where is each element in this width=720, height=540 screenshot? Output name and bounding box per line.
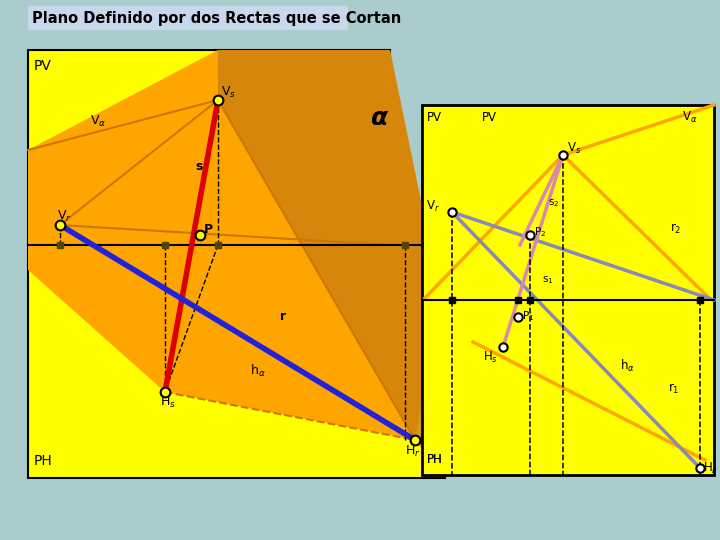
Text: h$_α$: h$_α$ xyxy=(620,358,635,374)
Text: PV: PV xyxy=(482,111,497,124)
Text: r$_2$: r$_2$ xyxy=(670,222,681,236)
Text: V$_α$: V$_α$ xyxy=(90,114,107,129)
Text: α: α xyxy=(370,106,387,130)
Text: s$_2$: s$_2$ xyxy=(548,197,559,209)
Text: h$_α$: h$_α$ xyxy=(250,363,266,379)
Text: P: P xyxy=(204,223,213,236)
Text: s: s xyxy=(195,160,202,173)
Text: H$_r$: H$_r$ xyxy=(703,461,718,476)
Text: V$_r$: V$_r$ xyxy=(426,199,440,214)
FancyBboxPatch shape xyxy=(28,6,348,30)
Text: V$_r$: V$_r$ xyxy=(57,209,72,224)
Polygon shape xyxy=(28,245,445,478)
Polygon shape xyxy=(218,50,445,478)
Text: PH: PH xyxy=(427,453,443,466)
Text: r$_1$: r$_1$ xyxy=(668,382,680,396)
Text: V$_α$: V$_α$ xyxy=(682,110,698,125)
Polygon shape xyxy=(28,50,445,440)
Text: H$_s$: H$_s$ xyxy=(483,350,498,365)
Text: V$_s$: V$_s$ xyxy=(567,141,581,156)
Text: H$_r$: H$_r$ xyxy=(405,444,420,459)
Text: PV: PV xyxy=(34,59,52,73)
Polygon shape xyxy=(28,50,390,245)
Text: PH: PH xyxy=(34,454,53,468)
Text: Plano Definido por dos Rectas que se Cortan: Plano Definido por dos Rectas que se Cor… xyxy=(32,10,401,25)
Text: PH: PH xyxy=(427,453,443,466)
Text: H$_s$: H$_s$ xyxy=(160,395,176,410)
Text: r: r xyxy=(280,310,286,323)
Text: P$_2$: P$_2$ xyxy=(534,225,546,239)
Text: s$_1$: s$_1$ xyxy=(542,274,554,286)
Text: V$_s$: V$_s$ xyxy=(221,85,236,100)
Text: PV: PV xyxy=(427,111,442,124)
Text: P$_1$: P$_1$ xyxy=(522,309,534,323)
FancyBboxPatch shape xyxy=(422,105,714,475)
